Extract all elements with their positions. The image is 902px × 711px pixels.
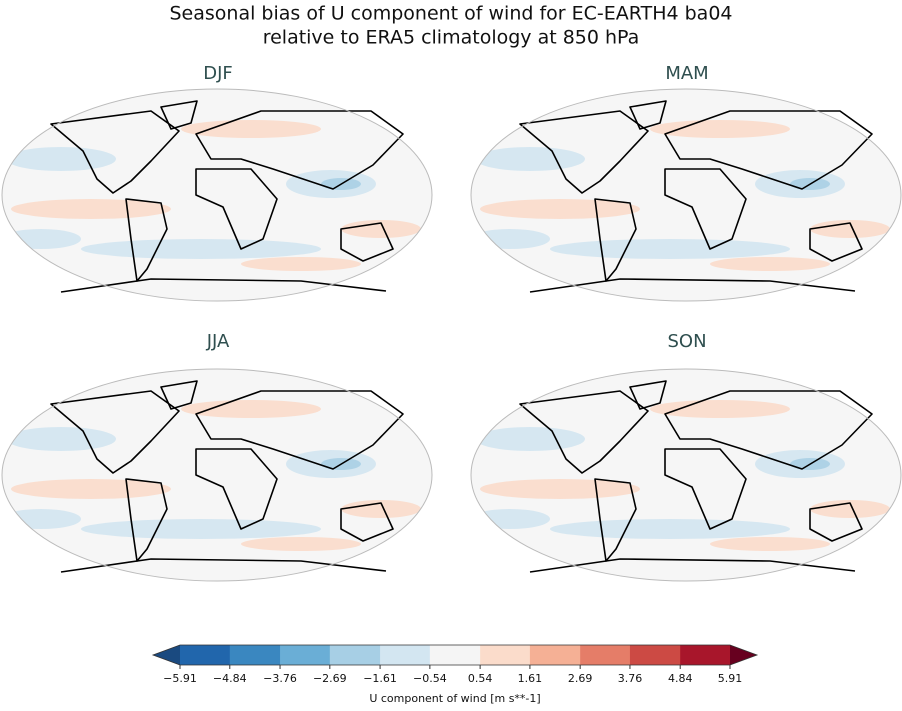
colorbar-bin	[229, 645, 281, 665]
map-panel	[470, 89, 901, 301]
colorbar-over	[730, 645, 757, 665]
panel-title: MAM	[665, 63, 708, 84]
colorbar-tick-label: 1.61	[518, 672, 543, 685]
colorbar-tick-label: −4.84	[213, 672, 247, 685]
panel-title: DJF	[203, 63, 233, 84]
title-line: relative to ERA5 climatology at 850 hPa	[263, 27, 640, 49]
colorbar-under	[153, 645, 180, 665]
colorbar-bin	[680, 645, 731, 665]
colorbar-tick-label: 5.91	[718, 672, 743, 685]
colorbar-bin	[380, 645, 431, 665]
colorbar-tick-label: −3.76	[263, 672, 297, 685]
colorbar-tick-label: −1.61	[363, 672, 397, 685]
map-panel	[1, 89, 432, 301]
colorbar-tick-label: −5.91	[163, 672, 197, 685]
colorbar-bin	[329, 645, 381, 665]
colorbar-bin	[429, 645, 481, 665]
map-panel	[470, 369, 901, 581]
colorbar-tick-label: 4.84	[668, 672, 693, 685]
colorbar-bin	[480, 645, 531, 665]
colorbar-tick-label: 0.54	[468, 672, 493, 685]
colorbar-bin	[180, 645, 231, 665]
colorbar-bin	[529, 645, 581, 665]
colorbar-tick-label: −2.69	[313, 672, 347, 685]
colorbar-bin	[629, 645, 681, 665]
title-line: Seasonal bias of U component of wind for…	[170, 3, 733, 25]
panel-title: JJA	[206, 331, 230, 352]
colorbar-bin	[280, 645, 331, 665]
colorbar-label: U component of wind [m s**-1]	[369, 692, 540, 705]
colorbar-bin	[580, 645, 631, 665]
map-panel	[1, 369, 432, 581]
colorbar-tick-label: 2.69	[568, 672, 593, 685]
colorbar-tick-label: 3.76	[618, 672, 643, 685]
colorbar-tick-label: −0.54	[413, 672, 447, 685]
panel-title: SON	[667, 331, 706, 352]
